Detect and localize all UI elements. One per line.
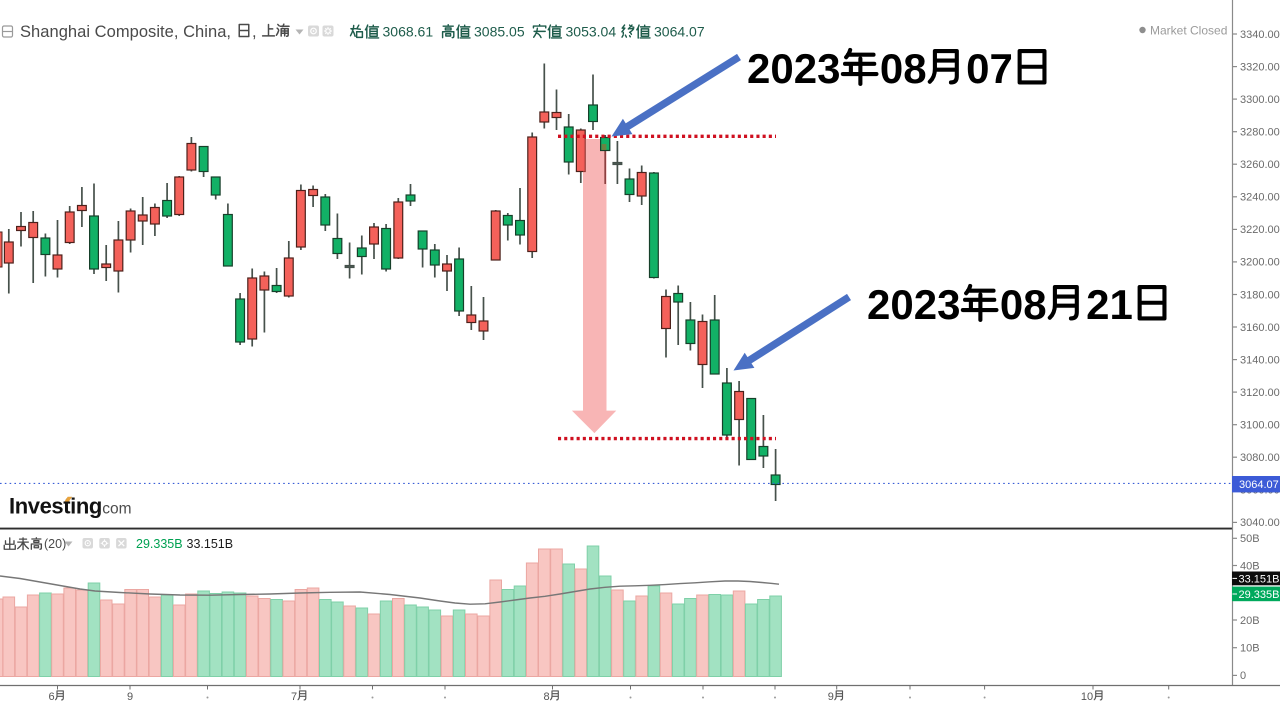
svg-text:0: 0	[1240, 670, 1246, 682]
svg-text:2023: 2023	[747, 45, 840, 92]
svg-text:Investing: Investing	[9, 494, 102, 519]
svg-text:3260.00: 3260.00	[1240, 159, 1280, 171]
svg-text:3240.00: 3240.00	[1240, 192, 1280, 204]
svg-text:9: 9	[828, 691, 834, 703]
svg-text:3320.00: 3320.00	[1240, 61, 1280, 73]
svg-text:20B: 20B	[1240, 615, 1260, 627]
svg-text:3280.00: 3280.00	[1240, 127, 1280, 139]
svg-text:3080.00: 3080.00	[1240, 452, 1280, 464]
svg-text:3068.61: 3068.61	[383, 24, 434, 40]
svg-text:3340.00: 3340.00	[1240, 29, 1280, 41]
svg-text:3064.07: 3064.07	[1239, 479, 1279, 491]
svg-text:08: 08	[880, 45, 927, 92]
svg-text:7: 7	[291, 691, 297, 703]
svg-text:3085.05: 3085.05	[474, 24, 525, 40]
svg-text:40B: 40B	[1240, 560, 1260, 572]
svg-text:3220.00: 3220.00	[1240, 224, 1280, 236]
svg-text:9: 9	[127, 691, 133, 703]
svg-text:3200.00: 3200.00	[1240, 257, 1280, 269]
svg-text:6: 6	[49, 691, 55, 703]
svg-text:29.335B: 29.335B	[136, 537, 183, 551]
svg-text:10B: 10B	[1240, 643, 1260, 655]
svg-text:3160.00: 3160.00	[1240, 322, 1280, 334]
svg-text:3140.00: 3140.00	[1240, 354, 1280, 366]
svg-text:Shanghai Composite, China,: Shanghai Composite, China,	[20, 23, 231, 41]
svg-text:10: 10	[1081, 691, 1093, 703]
svg-text:3120.00: 3120.00	[1240, 387, 1280, 399]
svg-text:,: ,	[252, 23, 257, 41]
svg-text:Market Closed: Market Closed	[1150, 23, 1227, 37]
svg-text:3100.00: 3100.00	[1240, 420, 1280, 432]
svg-text:3064.07: 3064.07	[654, 24, 705, 40]
svg-text:29.335B: 29.335B	[1239, 589, 1280, 601]
svg-text:07: 07	[966, 45, 1013, 92]
svg-text:3053.04: 3053.04	[566, 24, 617, 40]
svg-text:3300.00: 3300.00	[1240, 94, 1280, 106]
svg-text:3040.00: 3040.00	[1240, 517, 1280, 529]
svg-text:33.151B: 33.151B	[187, 537, 234, 551]
svg-text:2023: 2023	[867, 281, 960, 328]
svg-text:33.151B: 33.151B	[1239, 574, 1280, 586]
svg-text:(20): (20)	[44, 537, 66, 551]
svg-text:50B: 50B	[1240, 533, 1260, 545]
svg-text:8: 8	[544, 691, 550, 703]
svg-text:08: 08	[1000, 281, 1047, 328]
svg-text:21: 21	[1086, 281, 1133, 328]
svg-text:.com: .com	[98, 501, 132, 518]
svg-text:3180.00: 3180.00	[1240, 289, 1280, 301]
